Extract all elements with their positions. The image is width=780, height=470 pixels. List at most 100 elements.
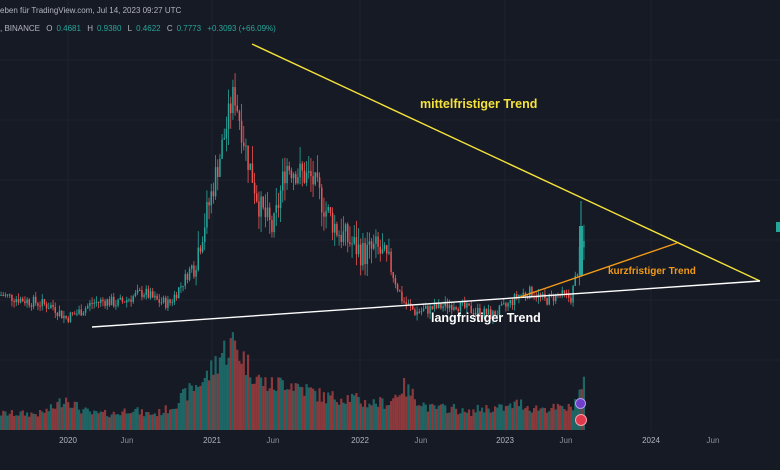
candle-body [459,301,462,311]
volume-bar [19,411,22,430]
candle-body [355,237,358,255]
candle-body [201,242,204,252]
volume-bar [478,411,481,430]
candle-body [65,315,67,318]
candle-body [576,274,579,277]
candle-body [546,298,548,305]
volume-bar [266,390,269,430]
time-axis[interactable]: 2020 Jun 2021 Jun 2022 Jun 2023 Jun 2024… [0,431,780,470]
volume-bar [62,403,65,430]
volume-bar [195,385,198,430]
candle-body [240,120,243,143]
candle-body [479,308,481,317]
candle-body [294,174,297,184]
volume-bar [294,383,297,430]
volume-bar [65,397,68,430]
candle-body [210,191,213,206]
candle-body [407,303,410,305]
volume-bar [333,399,336,430]
volume-bar [368,403,371,430]
candle-body [154,295,156,298]
candle-body [548,294,551,305]
medium-trend-line[interactable] [251,43,761,282]
candle-body [89,302,91,306]
volume-bar [86,408,89,430]
candle-body [565,292,568,294]
candle-body [30,305,33,307]
candle-body [535,296,538,299]
volume-bar [407,384,410,430]
candle-body [427,306,429,314]
candle-body [19,298,22,303]
candle-body [299,163,301,178]
volume-bar [136,407,139,430]
volume-bar [569,406,572,430]
candle-body [377,236,379,247]
flag-icon[interactable] [575,414,587,426]
candle-body [522,292,525,295]
candle-body [80,309,83,316]
volume-bar [251,384,254,430]
ohlc-header: , BINANCE O 0.4681 H 0.9380 L 0.4622 C 0.777… [0,24,280,33]
candle-body [487,309,490,315]
long-trend-line[interactable] [91,280,761,328]
volume-bar [229,338,232,430]
volume-bar [578,389,581,430]
volume-bar [41,411,44,430]
chart-header: eben für TradingView.com, Jul 14, 2023 0… [0,6,185,15]
candle-body [67,317,70,322]
volume-bar [67,402,70,430]
candle-body [2,294,5,296]
candle-body [162,297,165,303]
volume-bar [489,412,492,430]
volume-bar [173,408,176,430]
candle-body [258,201,260,217]
volume-bar [580,389,583,430]
candle-body [281,171,284,191]
candle-body [193,265,195,277]
volume-bar [416,405,419,430]
candle-body [160,302,163,304]
short-trend-line[interactable] [519,242,678,298]
volume-bar [223,340,226,430]
volume-bar [127,413,130,430]
candle-body [366,244,369,265]
volume-bar [452,404,455,430]
candle-body [561,290,564,296]
candle-body [290,170,293,179]
lightning-icon[interactable] [575,398,586,409]
candle-body [149,291,152,298]
candle-body [197,247,200,270]
candle-body [442,306,444,309]
candle-body [45,303,48,309]
candle-body [583,241,585,248]
volume-bar [548,411,551,430]
volume-bar [286,389,289,430]
candle-body [554,293,557,302]
volume-bar [134,409,137,430]
volume-bar [145,412,148,430]
volume-bar [403,378,406,430]
volume-bar [201,382,204,430]
candle-body [500,303,503,306]
volume-bar [260,377,263,430]
volume-bar [513,401,516,430]
volume-bar [405,396,408,430]
volume-bar [552,403,555,430]
candle-body [342,231,345,242]
volume-bar [138,414,141,430]
volume-bar [301,387,304,430]
candle-body [50,304,52,309]
volume-bar [132,411,135,430]
volume-bar [49,404,52,430]
candle-body [58,310,61,316]
x-tick: 2022 [351,436,369,445]
volume-bar [143,416,146,430]
volume-bar [476,404,479,430]
volume-bar [171,408,174,430]
volume-bar [244,375,247,430]
volume-bar [546,412,549,430]
volume-bar [190,385,193,430]
